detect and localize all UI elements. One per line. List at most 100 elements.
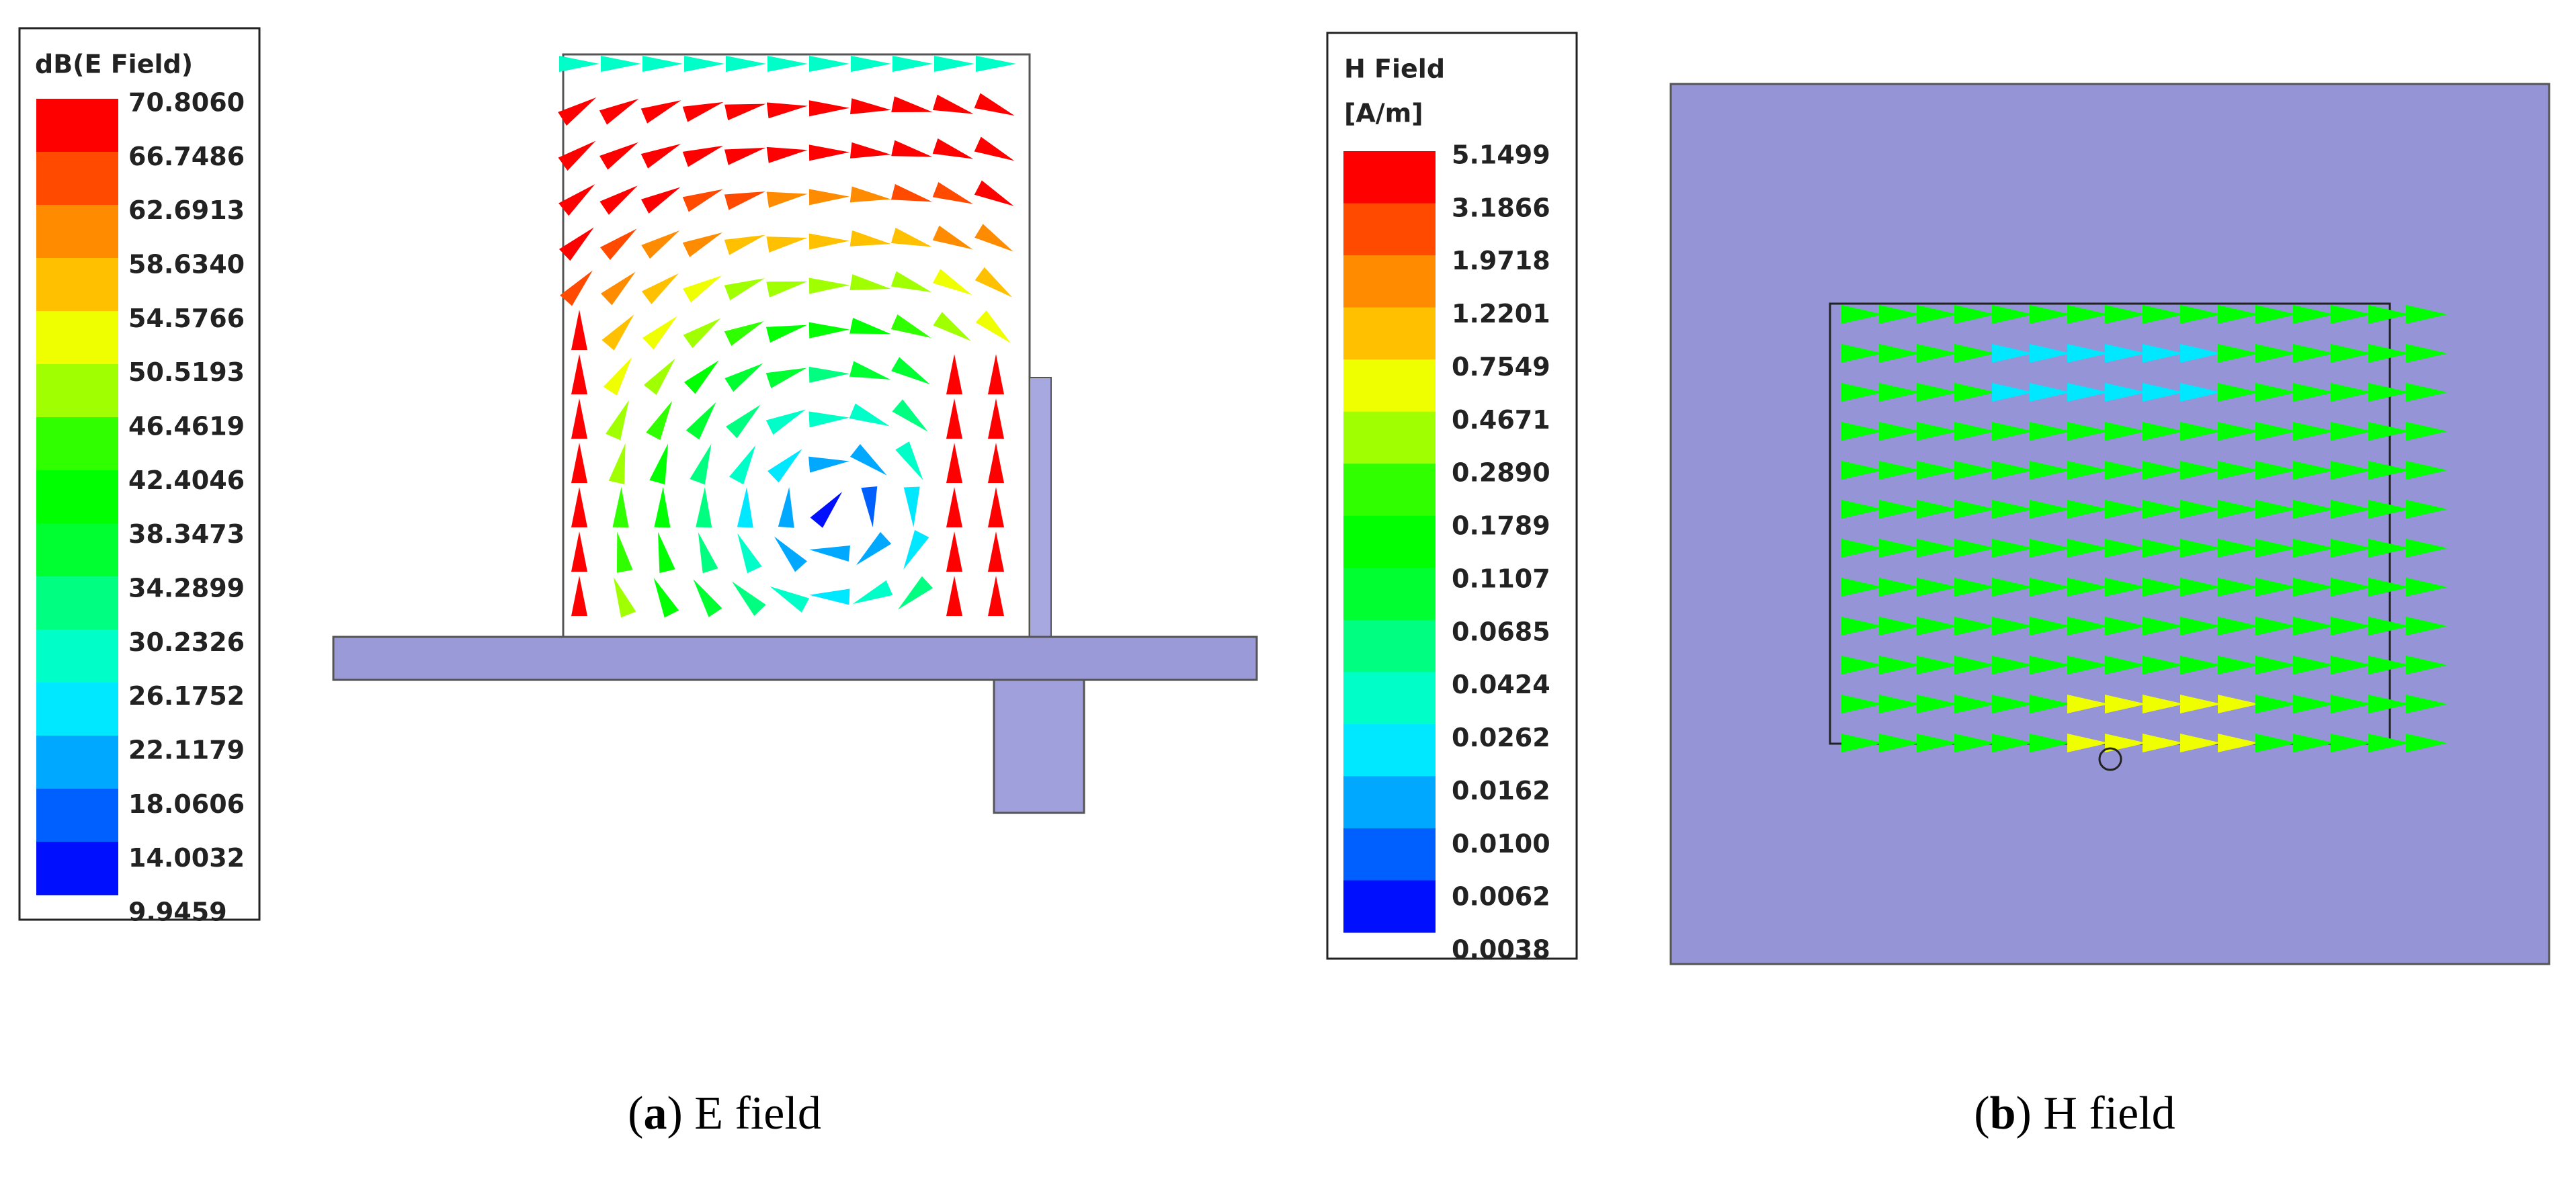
h-arrow	[1917, 344, 1958, 363]
legend-label: 1.9718	[1452, 246, 1550, 275]
h-arrow	[2218, 500, 2259, 519]
e-arrow	[988, 354, 1004, 394]
h-arrow	[2143, 500, 2184, 519]
e-arrow	[724, 363, 763, 392]
e-arrow	[571, 576, 587, 616]
h-field-arrows	[1841, 305, 2448, 752]
e-arrow	[808, 100, 849, 117]
e-arrow	[850, 98, 891, 115]
legend-label: 26.1752	[128, 681, 245, 711]
h-arrow	[1879, 695, 1921, 713]
h-arrow	[1841, 461, 1883, 480]
h-arrow	[1917, 695, 1958, 713]
h-arrow	[1954, 305, 1996, 324]
e-arrow	[685, 402, 716, 440]
h-arrow	[1992, 578, 2034, 597]
h-arrow	[2218, 539, 2259, 558]
h-arrow	[2143, 461, 2184, 480]
e-arrow	[974, 93, 1015, 116]
e-arrow	[766, 236, 808, 253]
e-arrow	[766, 281, 808, 298]
e-arrow	[683, 318, 721, 349]
h-arrow	[2255, 617, 2297, 636]
e-arrow	[765, 409, 806, 435]
h-arrow	[1917, 383, 1958, 402]
color-band	[1343, 203, 1436, 256]
h-arrow	[2331, 344, 2372, 363]
h-arrow	[2180, 461, 2222, 480]
e-arrow	[682, 145, 724, 167]
h-arrow	[2255, 734, 2297, 752]
h-arrow	[1954, 383, 1996, 402]
legend-label: 0.2890	[1452, 458, 1550, 488]
h-arrow	[2105, 344, 2147, 363]
legends: dB(E Field) 70.8060 66.7486 62.6913 58.6340 5…	[18, 27, 1578, 965]
e-arrow	[898, 576, 933, 610]
legend-label: 58.6340	[128, 250, 245, 279]
h-arrow	[2180, 500, 2222, 519]
h-arrow	[2406, 617, 2448, 636]
legend-label: 30.2326	[128, 627, 245, 657]
caption-letter: b	[1990, 1088, 2016, 1139]
h-arrow	[1879, 656, 1921, 674]
e-arrow	[766, 191, 808, 208]
h-arrow	[1841, 383, 1883, 402]
e-field-arrows	[558, 56, 1016, 618]
legend-label: 62.6913	[128, 195, 245, 225]
h-arrow	[2368, 578, 2410, 597]
e-arrow	[724, 278, 765, 301]
e-arrow	[558, 140, 596, 171]
h-arrow	[2368, 305, 2410, 324]
h-arrow	[1992, 422, 2034, 441]
color-band	[1343, 307, 1436, 360]
feed-post	[1029, 377, 1052, 638]
e-arrow	[558, 184, 595, 216]
legend-label: 1.2201	[1452, 299, 1550, 329]
h-arrow	[2406, 344, 2448, 363]
e-arrow	[560, 270, 593, 306]
h-arrow	[2293, 305, 2335, 324]
legend-title: dB(E Field)	[35, 50, 193, 79]
patch-outline	[562, 53, 1031, 638]
e-arrow	[932, 94, 974, 114]
e-arrow	[616, 531, 633, 573]
h-arrow	[2255, 656, 2297, 674]
legend-title: [A/m]	[1344, 99, 1423, 128]
e-arrow	[641, 273, 679, 304]
e-arrow	[892, 399, 928, 432]
h-arrow	[2180, 305, 2222, 324]
h-arrow	[2368, 383, 2410, 402]
h-arrow	[1917, 734, 1958, 752]
h-arrow	[2105, 656, 2147, 674]
e-arrow	[808, 233, 849, 250]
legend-label: 0.0062	[1452, 882, 1550, 912]
h-arrow	[2067, 500, 2109, 519]
legend-label: 50.5193	[128, 357, 245, 387]
color-band	[36, 789, 118, 842]
e-arrow	[946, 354, 962, 394]
h-arrow	[2105, 539, 2147, 558]
e-arrow	[808, 456, 849, 473]
e-arrow	[649, 443, 669, 485]
legend-label: 9.9459	[128, 898, 227, 927]
color-band	[36, 842, 118, 896]
h-arrow	[1992, 617, 2034, 636]
e-arrow	[988, 576, 1004, 616]
h-arrow	[2105, 461, 2147, 480]
e-arrow	[770, 586, 810, 613]
h-arrow	[2143, 656, 2184, 674]
h-arrow	[2143, 617, 2184, 636]
legend-label: 0.0424	[1452, 670, 1550, 699]
h-arrow	[2331, 461, 2372, 480]
h-arrow	[1879, 383, 1921, 402]
e-arrow	[766, 146, 808, 163]
h-arrow	[2030, 305, 2071, 324]
legend-label: 54.5766	[128, 304, 245, 333]
h-arrow	[1841, 695, 1883, 713]
h-arrow	[1954, 734, 1996, 752]
legend-label: 0.0100	[1452, 829, 1550, 859]
legend-label: 38.3473	[128, 519, 245, 549]
e-arrow	[724, 147, 766, 165]
e-arrow	[808, 411, 849, 428]
e-arrow	[974, 224, 1013, 252]
